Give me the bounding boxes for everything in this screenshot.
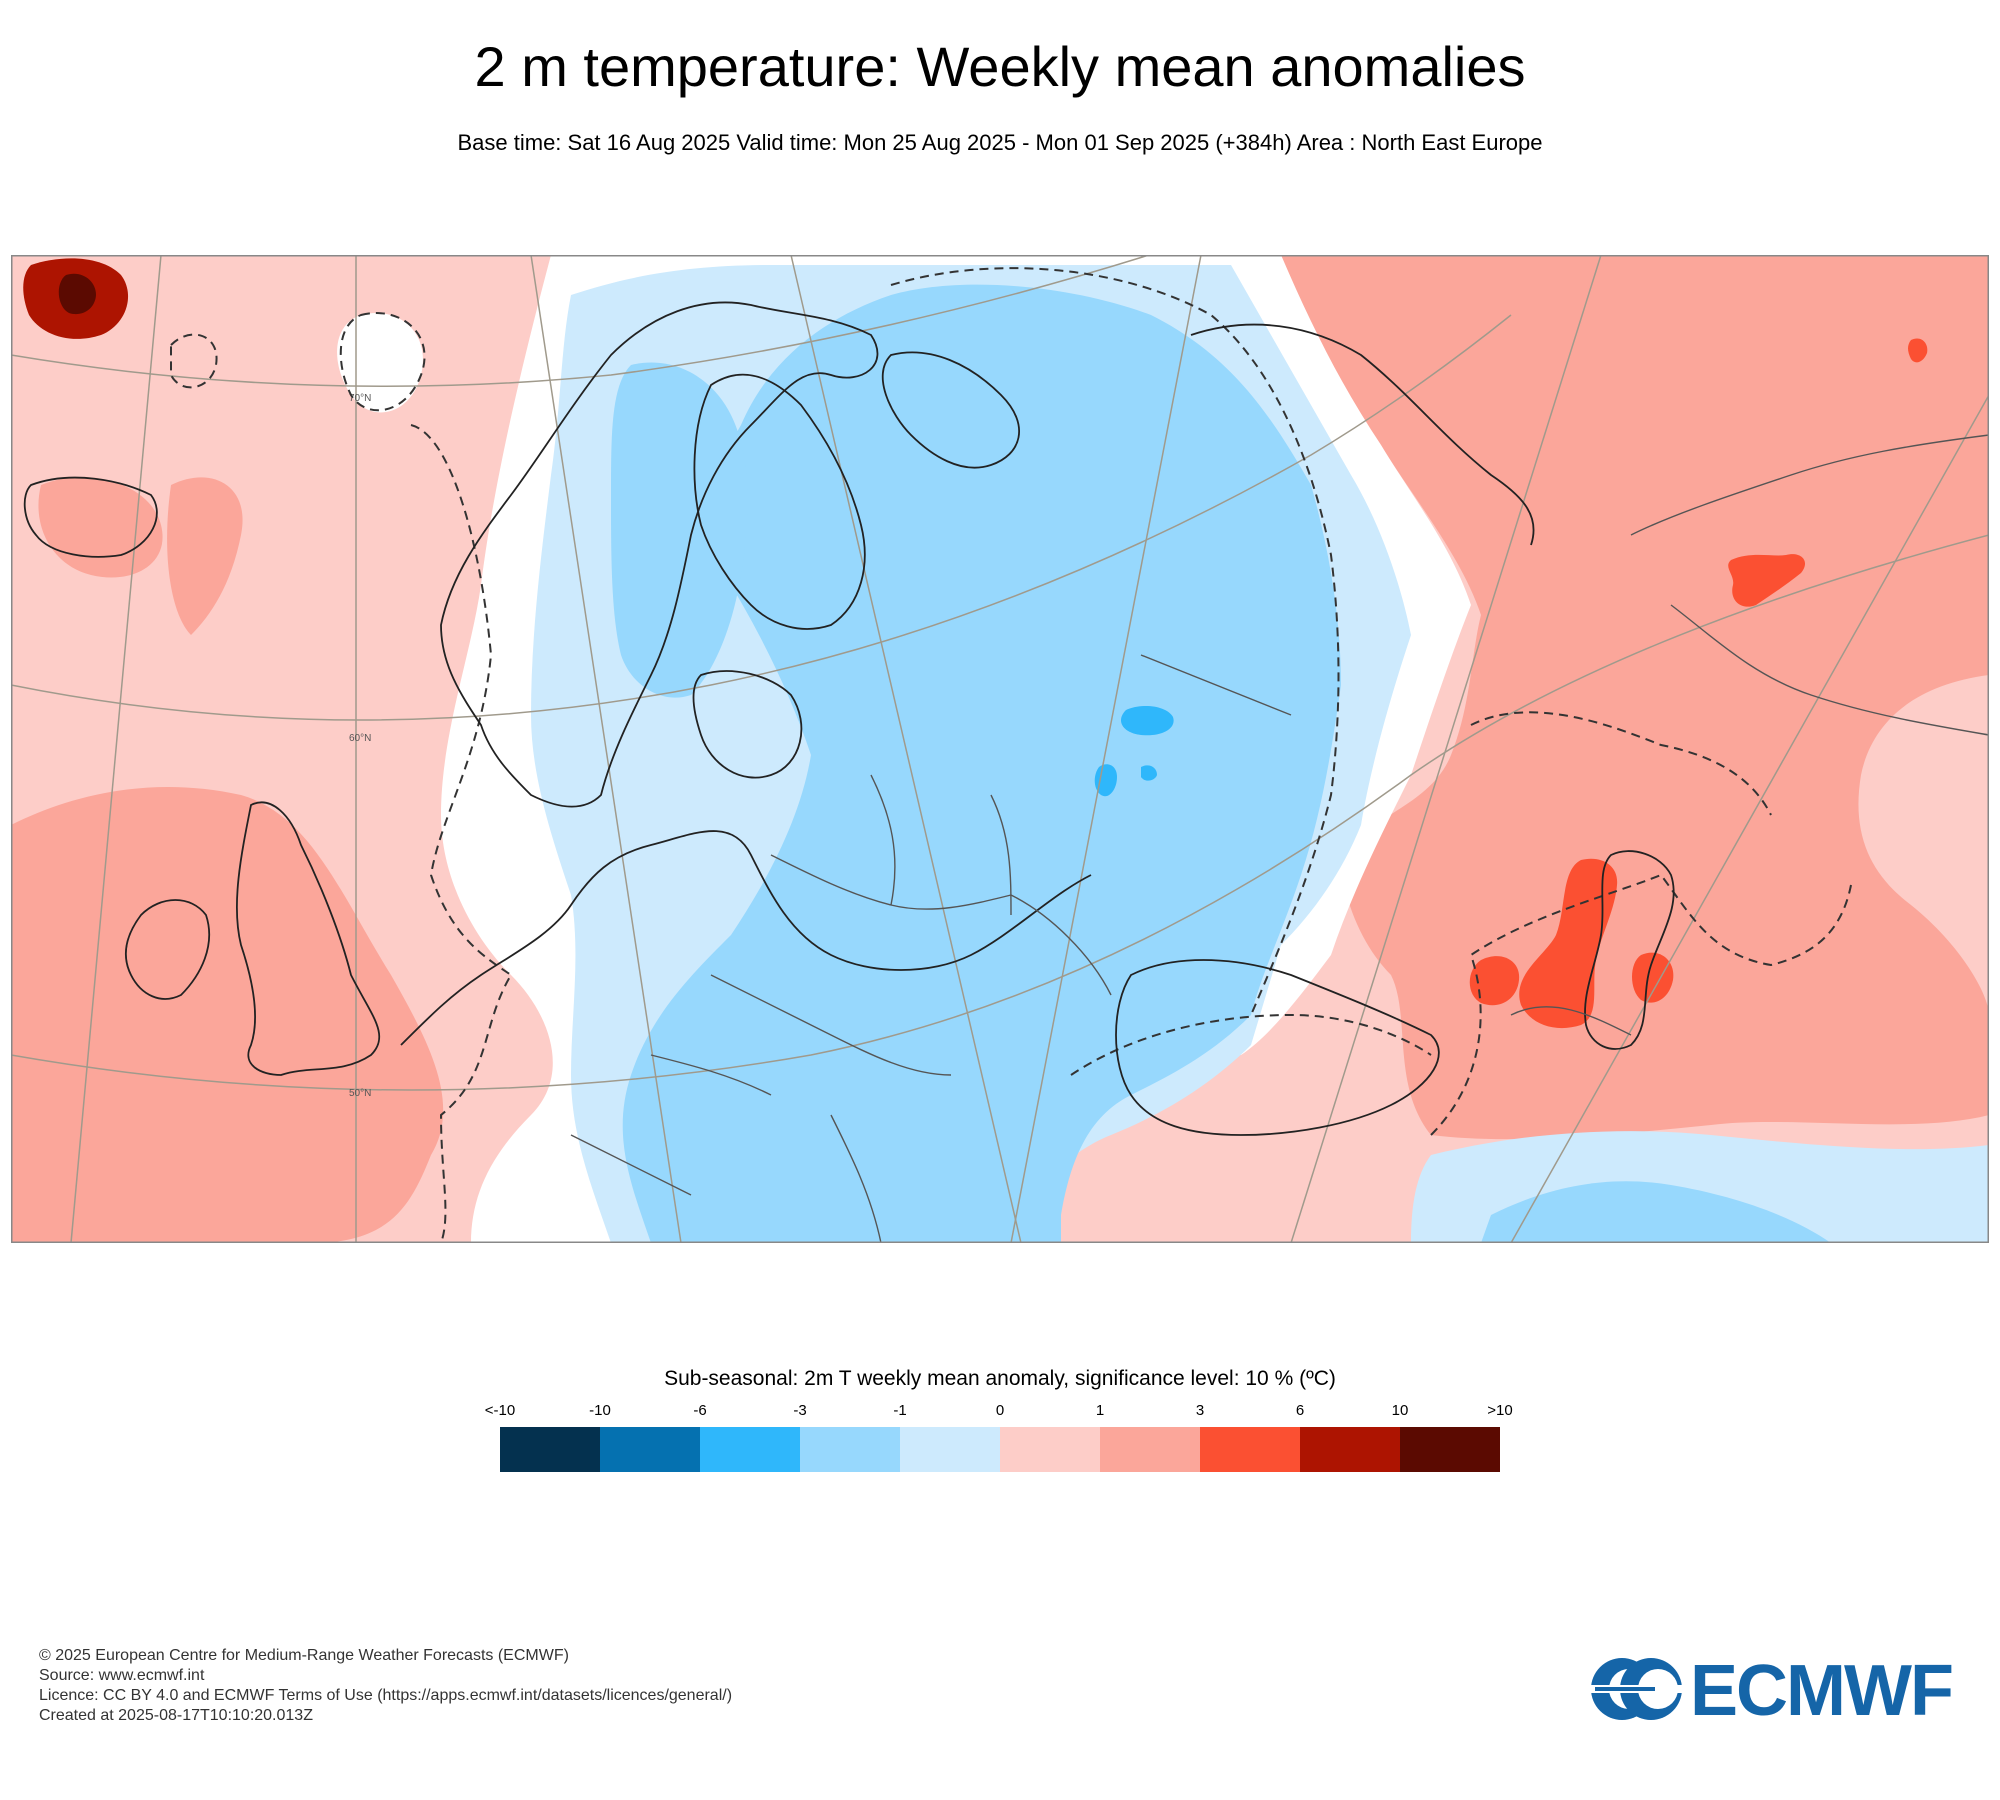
anomaly-field-warm-iceland: [38, 477, 163, 578]
anomaly-field-cool: [622, 284, 1341, 1243]
lat-label-70: 70°N: [349, 393, 371, 404]
anomaly-spot-warm-3: [1469, 956, 1520, 1006]
anomaly-spot-warm-1: [1728, 554, 1806, 607]
legend-tick-label: -10: [589, 1402, 611, 1419]
color-legend: [500, 1427, 1500, 1472]
anomaly-spot-cold-2: [1094, 764, 1117, 797]
lat-label-60: 60°N: [349, 733, 371, 744]
anomaly-spot-warm-4: [1632, 952, 1674, 1003]
legend-tick-label: 10: [1391, 1402, 1409, 1419]
legend-swatch: [800, 1427, 901, 1472]
legend-title: Sub-seasonal: 2m T weekly mean anomaly, …: [664, 1367, 1336, 1390]
anomaly-field-cool-scandinavia: [611, 362, 748, 698]
legend-tick-label: -1: [893, 1402, 907, 1419]
legend-swatch: [1300, 1427, 1401, 1472]
legend-tick-label: -6: [693, 1402, 707, 1419]
anomaly-field-cool-southeast: [1481, 1181, 1831, 1243]
ecmwf-logo-text: ECMWF: [1690, 1651, 1954, 1731]
map-frame: [11, 255, 1989, 1243]
anomaly-spot-cold-1: [1120, 705, 1174, 736]
chart-subtitle: Base time: Sat 16 Aug 2025 Valid time: M…: [457, 130, 1543, 155]
legend-tick-label: -3: [793, 1402, 807, 1419]
legend-swatch: [1000, 1427, 1101, 1472]
legend-tick-label: >10: [1487, 1402, 1513, 1419]
footer: © 2025 European Centre for Medium-Range …: [39, 1646, 732, 1726]
licence-text: Licence: CC BY 4.0 and ECMWF Terms of Us…: [39, 1687, 733, 1704]
legend-swatch: [500, 1427, 601, 1472]
ecmwf-logo-icon: [1589, 1658, 1684, 1720]
legend-swatch: [1200, 1427, 1301, 1472]
lat-label-50: 50°N: [349, 1088, 371, 1099]
significance-contours: [170, 267, 1852, 1243]
anomaly-field-neutral-north-atlantic: [337, 313, 423, 413]
chart-title: 2 m temperature: Weekly mean anomalies: [474, 35, 1526, 98]
copyright-text: © 2025 European Centre for Medium-Range …: [39, 1647, 569, 1664]
legend-tick-label: <-10: [484, 1402, 516, 1419]
anomaly-field-warm-east: [1281, 255, 1989, 1140]
country-borders: [570, 434, 1989, 1243]
source-text: Source: www.ecmwf.int: [39, 1667, 205, 1684]
anomaly-spot-warm-5: [1908, 338, 1928, 363]
anomaly-field-warm-atlantic: [167, 477, 243, 635]
legend-swatch: [600, 1427, 701, 1472]
legend-swatch: [1400, 1427, 1500, 1472]
legend-swatch: [700, 1427, 801, 1472]
anomaly-spot-cold-3: [1141, 765, 1157, 781]
legend-tick-label: 0: [995, 1402, 1005, 1419]
legend-tick-label: 6: [1295, 1402, 1305, 1419]
created-text: Created at 2025-08-17T10:10:20.013Z: [39, 1707, 313, 1724]
legend-tick-label: 3: [1195, 1402, 1205, 1419]
legend-swatch: [900, 1427, 1001, 1472]
legend-swatch: [1100, 1427, 1201, 1472]
anomaly-field-warm-southwest: [11, 786, 444, 1243]
coastlines: [23, 301, 1675, 1136]
legend-tick-label: 1: [1095, 1402, 1105, 1419]
anomaly-spot-warm-2: [1519, 858, 1618, 1029]
anomaly-spot-hot-north-core: [58, 273, 96, 315]
graticule: [11, 255, 1989, 1243]
anomaly-map: 70°N 60°N 50°N: [11, 255, 1989, 1243]
